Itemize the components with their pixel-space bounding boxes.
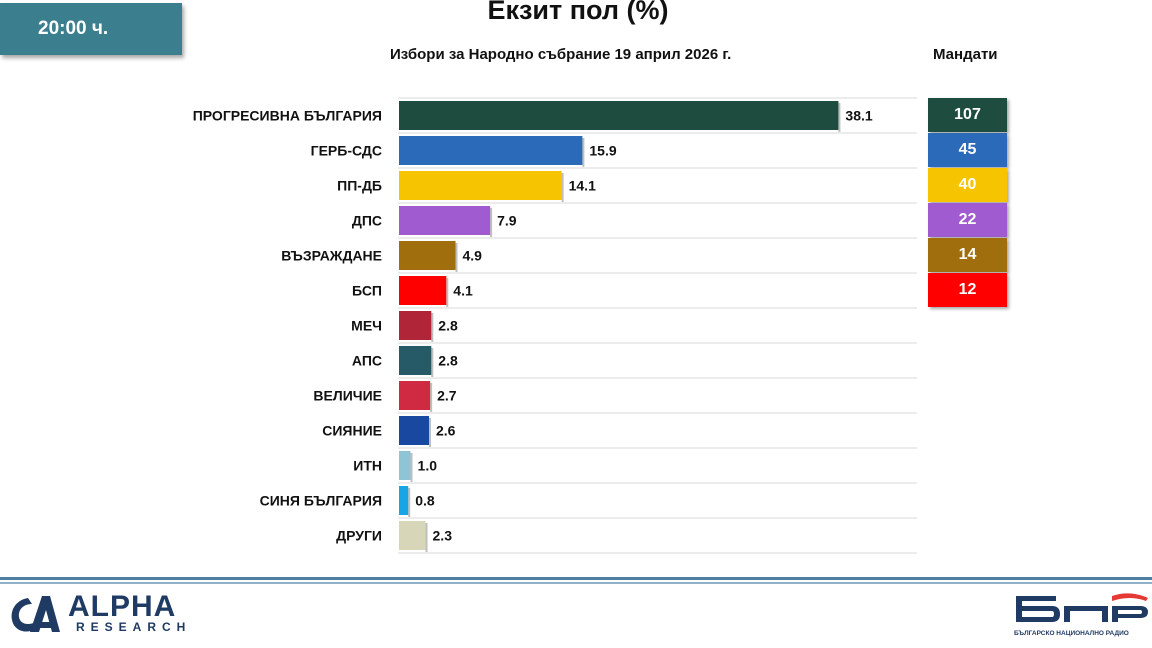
bar-shadow <box>838 103 841 132</box>
seat-count: 107 <box>928 97 1007 132</box>
footer-divider <box>0 577 1152 580</box>
value-label: 1.0 <box>418 458 438 474</box>
category-label: ДРУГИ <box>336 528 382 544</box>
value-label: 4.9 <box>463 248 483 264</box>
value-label: 14.1 <box>569 178 596 194</box>
exit-poll-bar-chart: ПРОГРЕСИВНА БЪЛГАРИЯ 38.1 ГЕРБ-СДС 15.9 ПП-Д… <box>193 97 917 554</box>
bar <box>399 451 411 480</box>
footer-divider-thin <box>0 582 1152 584</box>
bar-shadow <box>425 523 428 552</box>
value-label: 2.8 <box>438 353 458 369</box>
bar-shadow <box>455 243 458 272</box>
bnr-mark-icon <box>1016 593 1148 622</box>
bar <box>399 311 432 340</box>
category-label: ИТН <box>353 458 382 474</box>
bar-shadow <box>428 418 431 447</box>
bnr-logo-subtext: БЪЛГАРСКО НАЦИОНАЛНО РАДИО <box>1014 630 1129 637</box>
bar <box>399 101 839 130</box>
category-label: ПРОГРЕСИВНА БЪЛГАРИЯ <box>193 108 382 124</box>
bar <box>399 136 583 165</box>
category-label: ВЕЛИЧИЕ <box>313 388 382 404</box>
value-label: 7.9 <box>497 213 517 229</box>
bnr-logo: БЪЛГАРСКО НАЦИОНАЛНО РАДИО <box>1008 592 1148 644</box>
value-label: 15.9 <box>589 143 616 159</box>
seat-count: 12 <box>928 272 1007 307</box>
value-label: 0.8 <box>415 493 435 509</box>
bar-shadow <box>582 138 585 167</box>
category-label: БСП <box>352 283 382 299</box>
chart-subtitle: Избори за Народно събрание 19 април 2026… <box>390 46 732 63</box>
value-label: 2.8 <box>438 318 458 334</box>
bar <box>399 241 456 270</box>
category-label: ДПС <box>352 213 382 229</box>
alpha-research-logo: ALPHA RESEARCH <box>6 590 206 638</box>
alpha-research-mark-icon <box>11 596 60 632</box>
bar <box>399 381 431 410</box>
seat-count: 40 <box>928 167 1007 202</box>
bar <box>399 521 426 550</box>
bar-shadow <box>430 383 433 412</box>
seats-header: Мандати <box>933 46 998 63</box>
bar-shadow <box>408 488 411 517</box>
alpha-logo-text: ALPHA <box>68 590 177 623</box>
time-badge: 20:00 ч. <box>0 3 182 55</box>
value-label: 2.7 <box>437 388 457 404</box>
bar <box>399 276 447 305</box>
bar <box>399 486 409 515</box>
bar-shadow <box>431 348 434 377</box>
bar-shadow <box>410 453 413 482</box>
value-label: 2.6 <box>436 423 456 439</box>
value-label: 38.1 <box>845 108 872 124</box>
seat-count: 14 <box>928 237 1007 272</box>
bar <box>399 206 491 235</box>
category-label: СИЯНИЕ <box>322 423 382 439</box>
chart-title: Екзит пол (%) <box>487 0 669 25</box>
category-label: АПС <box>352 353 382 369</box>
bar-shadow <box>446 278 449 307</box>
category-label: ПП-ДБ <box>337 178 382 194</box>
value-label: 2.3 <box>433 528 453 544</box>
category-label: ГЕРБ-СДС <box>311 143 382 159</box>
category-label: ВЪЗРАЖДАНЕ <box>281 248 382 264</box>
bar <box>399 346 432 375</box>
value-label: 4.1 <box>453 283 473 299</box>
alpha-logo-subtext: RESEARCH <box>76 620 192 634</box>
bar-shadow <box>490 208 493 237</box>
bar <box>399 416 429 445</box>
seat-count: 22 <box>928 202 1007 237</box>
bar <box>399 171 562 200</box>
bar-shadow <box>431 313 434 342</box>
category-label: МЕЧ <box>351 318 382 334</box>
category-label: СИНЯ БЪЛГАРИЯ <box>260 493 382 509</box>
seat-count: 45 <box>928 132 1007 167</box>
bar-shadow <box>561 173 564 202</box>
